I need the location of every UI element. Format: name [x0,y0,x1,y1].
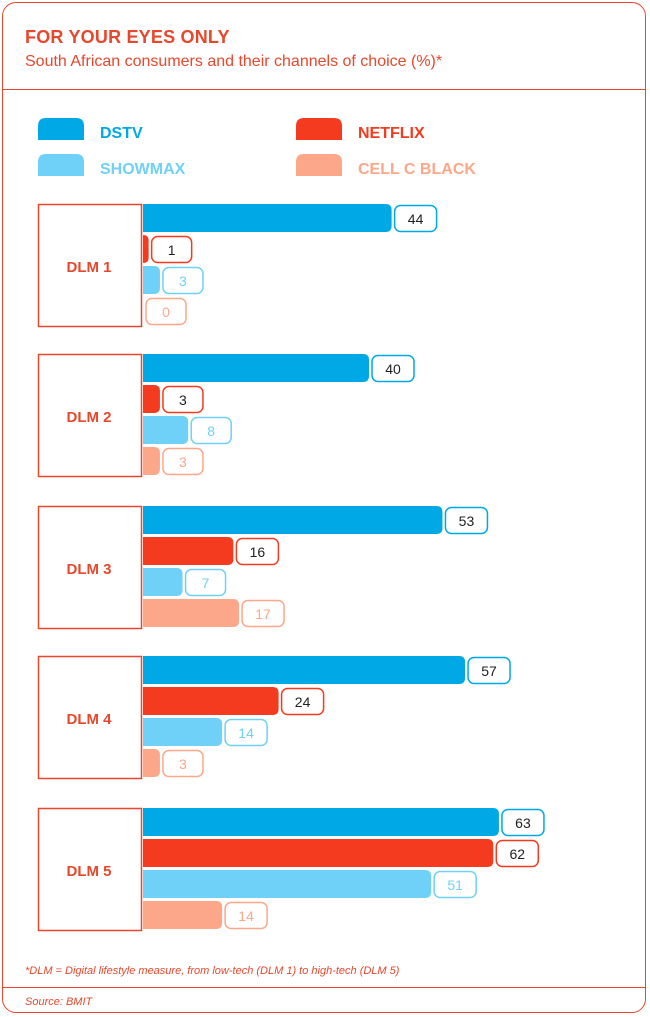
value-box-dlm-2-cell-c-black [162,447,204,476]
bar-dlm-3-showmax [143,568,183,596]
category-box-dlm-1 [37,203,143,328]
bar-dlm-3-dstv [143,506,443,534]
value-box-dlm-1-showmax [162,266,204,295]
data-label-dlm-1-dstv: 44 [408,211,424,227]
category-label-dlm-4: DLM 4 [67,711,113,728]
data-label-dlm-3-cell-c-black: 17 [255,606,271,622]
footnote: *DLM = Digital lifestyle measure, from l… [25,965,400,977]
category-box-dlm-2 [37,353,143,478]
bar-dlm-5-netflix [143,839,494,867]
data-label-dlm-3-showmax: 7 [202,575,210,591]
legend-label-dstv: DSTV [100,125,143,142]
category-label-dlm-3: DLM 3 [67,561,112,578]
legend-swatch-netflix [296,118,342,140]
value-box-dlm-2-showmax [190,416,232,445]
bar-dlm-4-showmax [143,718,223,746]
value-box-dlm-3-showmax [184,568,227,597]
category-box-dlm-5 [37,807,143,932]
value-box-dlm-4-showmax [224,718,268,747]
bar-dlm-1-showmax [143,266,160,294]
chart-subtitle: South African consumers and their channe… [25,53,443,70]
category-box-dlm-3 [37,505,143,630]
data-label-dlm-5-showmax: 51 [447,877,463,893]
chart-title: FOR YOUR EYES ONLY [25,27,230,47]
data-label-dlm-3-netflix: 16 [250,544,266,560]
legend-swatch-dstv [38,118,84,140]
value-box-dlm-1-dstv [393,204,438,233]
data-label-dlm-2-cell-c-black: 3 [179,454,187,470]
bar-dlm-2-dstv [143,354,369,382]
value-box-dlm-2-dstv [371,354,415,383]
value-box-dlm-2-netflix [162,385,204,414]
bar-dlm-2-netflix [143,385,160,413]
data-label-dlm-4-showmax: 14 [238,725,254,741]
data-label-dlm-3-dstv: 53 [459,513,475,529]
data-label-dlm-5-netflix: 62 [510,846,526,862]
footer-divider [3,987,645,988]
bar-dlm-2-cell-c-black [143,447,160,475]
value-box-dlm-1-netflix [150,235,193,264]
legend-label-netflix: NETFLIX [358,125,425,142]
value-box-dlm-4-cell-c-black [162,749,204,778]
data-label-dlm-2-dstv: 40 [385,361,401,377]
data-label-dlm-1-showmax: 3 [179,273,187,289]
value-box-dlm-4-dstv [467,656,511,685]
bar-dlm-1-dstv [143,204,392,232]
category-label-dlm-1: DLM 1 [67,259,112,276]
bar-dlm-4-netflix [143,687,279,715]
data-label-dlm-2-showmax: 8 [207,423,215,439]
data-label-dlm-4-netflix: 24 [295,694,311,710]
value-box-dlm-5-dstv [501,808,545,837]
value-box-dlm-1-cell-c-black [145,297,187,326]
data-label-dlm-5-dstv: 63 [515,815,531,831]
category-label-dlm-5: DLM 5 [67,863,112,880]
bar-dlm-3-netflix [143,537,234,565]
value-box-dlm-4-netflix [280,687,325,716]
data-label-dlm-5-cell-c-black: 14 [238,908,254,924]
value-box-dlm-3-dstv [444,506,489,535]
bar-dlm-5-cell-c-black [143,901,223,929]
value-box-dlm-3-netflix [235,537,280,566]
bar-dlm-5-showmax [143,870,432,898]
legend-swatch-cell-c-black [296,154,342,176]
source-note: Source: BMIT [25,996,93,1008]
bar-dlm-4-cell-c-black [143,749,160,777]
value-box-dlm-5-cell-c-black [224,901,268,930]
data-label-dlm-1-netflix: 1 [168,242,176,258]
bar-dlm-5-dstv [143,808,499,836]
legend-label-showmax: SHOWMAX [100,161,186,178]
category-label-dlm-2: DLM 2 [67,409,112,426]
data-label-dlm-4-cell-c-black: 3 [179,756,187,772]
bar-dlm-2-showmax [143,416,189,444]
bar-dlm-1-netflix [143,235,149,263]
data-label-dlm-2-netflix: 3 [179,392,187,408]
value-box-dlm-5-netflix [495,839,540,868]
bar-dlm-4-dstv [143,656,466,684]
header-divider [3,89,645,90]
value-box-dlm-3-cell-c-black [241,599,285,628]
legend-swatch-showmax [38,154,84,176]
bar-dlm-3-cell-c-black [143,599,240,627]
data-label-dlm-4-dstv: 57 [481,663,497,679]
legend-label-cell-c-black: CELL C BLACK [358,161,476,178]
category-box-dlm-4 [37,655,143,780]
value-box-dlm-5-showmax [433,870,477,899]
data-label-dlm-1-cell-c-black: 0 [162,304,170,320]
